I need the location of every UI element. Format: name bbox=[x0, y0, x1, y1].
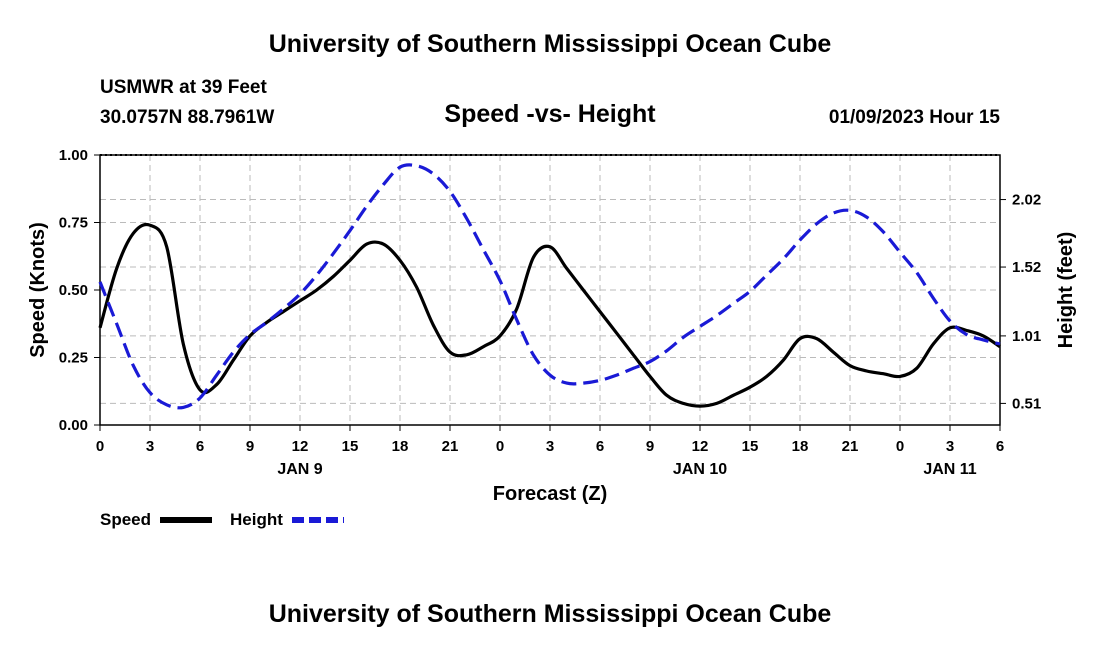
x-tick-label: 21 bbox=[442, 438, 459, 455]
y-axis-right-title: Height (feet) bbox=[1055, 232, 1077, 349]
datetime-label: 01/09/2023 Hour 15 bbox=[828, 107, 1000, 128]
x-tick-label: 18 bbox=[792, 438, 809, 455]
speed-series-line bbox=[98, 222, 1001, 408]
x-tick-label: 3 bbox=[546, 438, 554, 455]
y-left-tick-label: 0.50 bbox=[59, 282, 88, 299]
y-left-tick-label: 0.75 bbox=[59, 215, 88, 232]
x-axis-title: Forecast (Z) bbox=[493, 483, 607, 505]
legend-height-label: Height bbox=[230, 510, 283, 529]
station-label: USMWR at 39 Feet bbox=[100, 77, 267, 98]
date-label: JAN 11 bbox=[923, 461, 976, 478]
y-right-tick-label: 2.02 bbox=[1012, 192, 1041, 209]
chart-title: University of Southern Mississippi Ocean… bbox=[268, 30, 832, 58]
x-tick-label: 21 bbox=[842, 438, 859, 455]
date-label: JAN 10 bbox=[673, 461, 727, 478]
plot-frame bbox=[99, 154, 1001, 426]
y-right-tick-label: 1.01 bbox=[1012, 328, 1041, 345]
x-tick-label: 0 bbox=[496, 438, 504, 455]
y-left-tick-label: 0.25 bbox=[59, 350, 88, 367]
x-tick-label: 3 bbox=[146, 438, 154, 455]
height-series-line bbox=[98, 163, 1001, 410]
y-left-tick-label: 0.00 bbox=[59, 417, 88, 434]
x-tick-label: 0 bbox=[896, 438, 904, 455]
series-layer bbox=[98, 163, 1001, 410]
x-tick-label: 18 bbox=[392, 438, 409, 455]
x-tick-label: 0 bbox=[96, 438, 104, 455]
coordinates-label: 30.0757N 88.7961W bbox=[100, 107, 275, 128]
x-tick-label: 12 bbox=[292, 438, 309, 455]
y-right-tick-label: 0.51 bbox=[1012, 395, 1041, 412]
x-tick-label: 15 bbox=[342, 438, 359, 455]
x-tick-label: 9 bbox=[246, 438, 254, 455]
date-label: JAN 9 bbox=[277, 461, 322, 478]
axis-labels: 0 3 6 9 12 15 18 21 0 3 6 9 12 15 18 21 0 3 6 JAN 9 JAN 10 JA… bbox=[59, 147, 1041, 478]
x-tick-label: 12 bbox=[692, 438, 709, 455]
chart-subtitle: Speed -vs- Height bbox=[444, 100, 656, 128]
y-axis-left-title: Speed (Knots) bbox=[27, 222, 49, 358]
x-tick-label: 3 bbox=[946, 438, 954, 455]
grid-lines bbox=[94, 154, 1006, 431]
legend-speed-label: Speed bbox=[100, 510, 152, 529]
y-left-tick-label: 1.00 bbox=[59, 147, 88, 164]
x-tick-label: 6 bbox=[196, 438, 204, 455]
x-tick-label: 15 bbox=[742, 438, 759, 455]
x-tick-label: 6 bbox=[996, 438, 1004, 455]
footer-title: University of Southern Mississippi Ocean… bbox=[268, 600, 832, 628]
y-right-tick-label: 1.52 bbox=[1012, 259, 1041, 276]
x-tick-label: 9 bbox=[646, 438, 654, 455]
x-tick-label: 6 bbox=[596, 438, 604, 455]
